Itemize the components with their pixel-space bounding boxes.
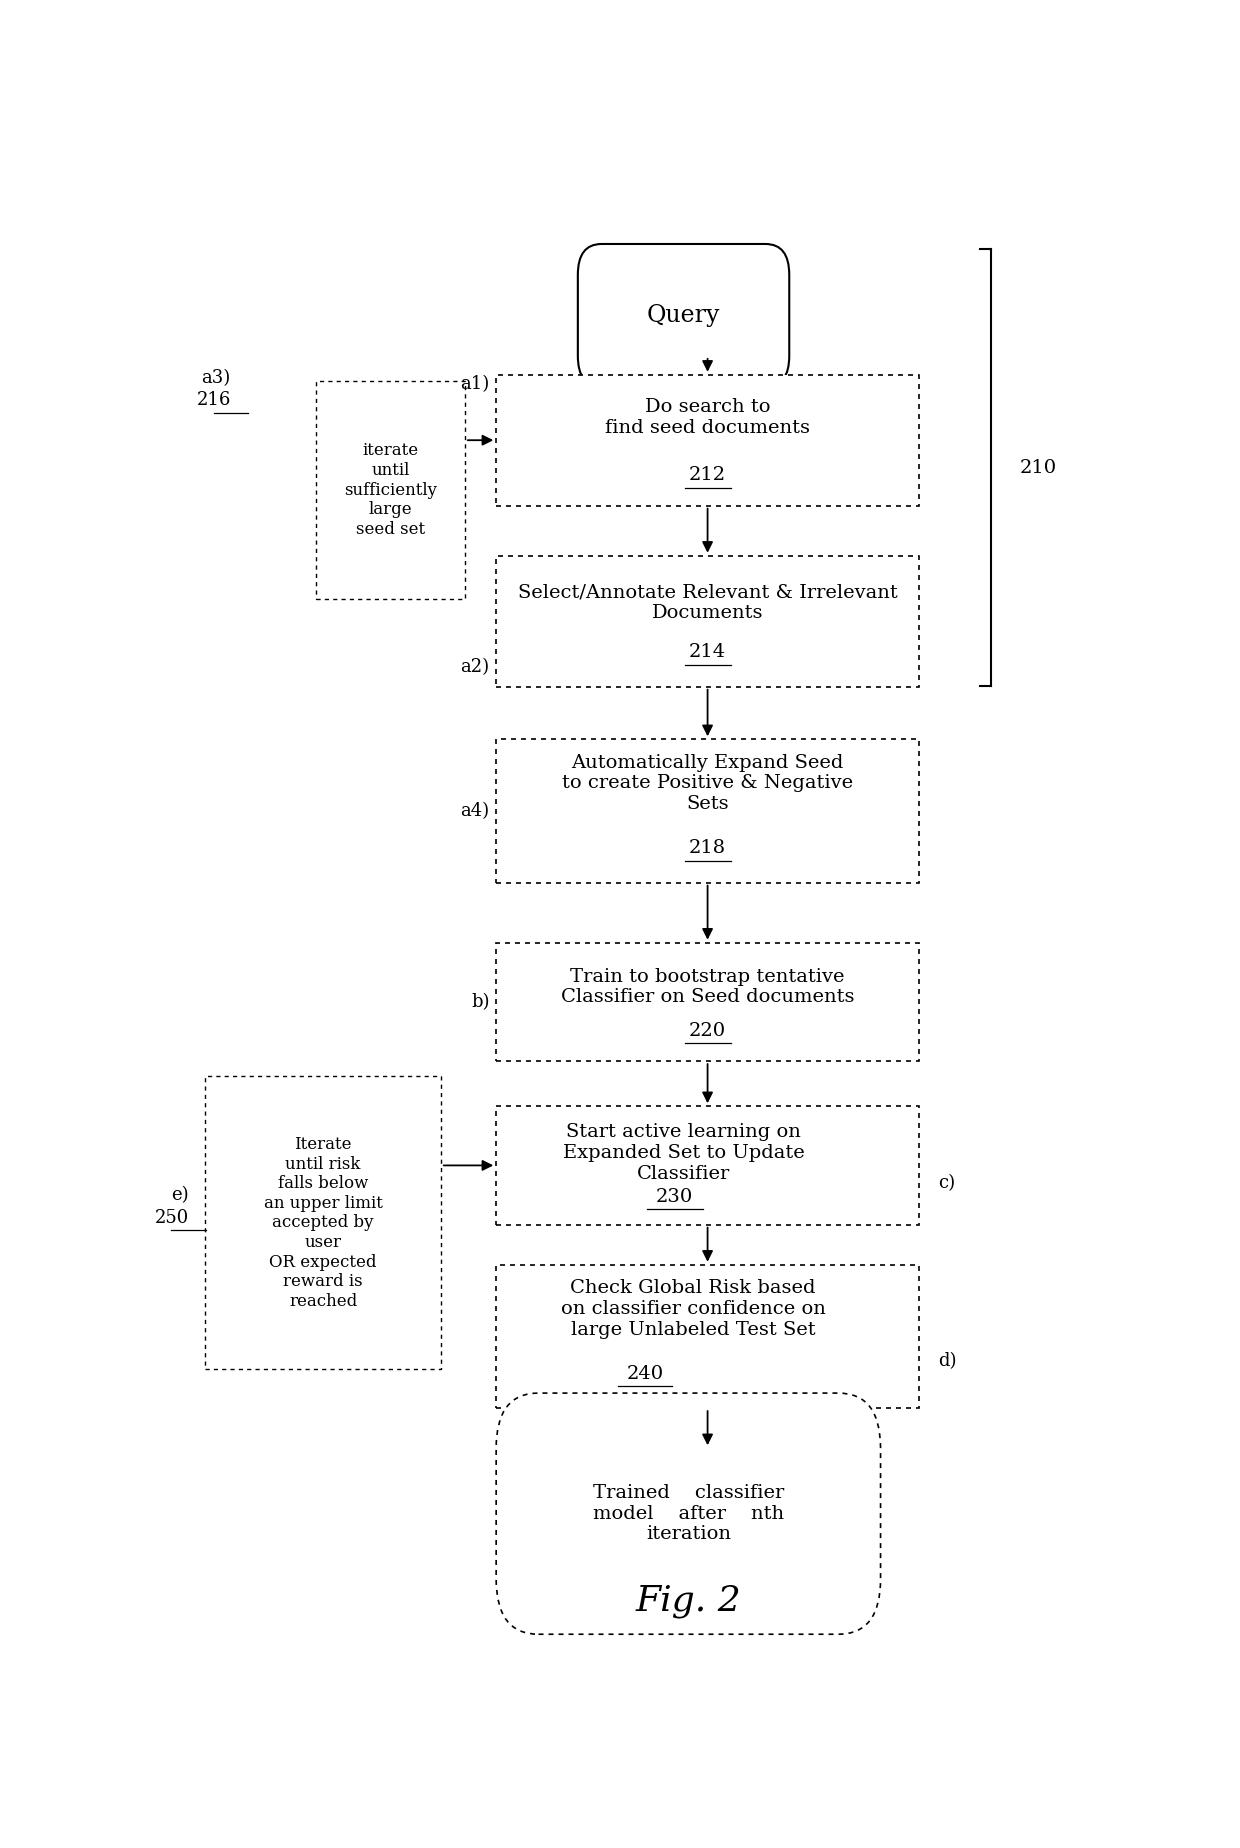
FancyBboxPatch shape	[578, 244, 789, 386]
Text: 230: 230	[655, 1188, 693, 1205]
Text: Automatically Expand Seed
to create Positive & Negative
Sets: Automatically Expand Seed to create Posi…	[562, 754, 853, 813]
Bar	[496, 1264, 919, 1408]
Text: 250: 250	[155, 1209, 188, 1227]
Bar	[206, 1076, 441, 1369]
Bar	[496, 1107, 919, 1225]
Text: a3): a3)	[201, 370, 229, 386]
Text: e): e)	[171, 1186, 188, 1205]
FancyBboxPatch shape	[496, 1393, 880, 1634]
Text: d): d)	[939, 1353, 957, 1371]
Bar	[496, 375, 919, 506]
Text: Check Global Risk based
on classifier confidence on
large Unlabeled Test Set: Check Global Risk based on classifier co…	[560, 1279, 826, 1338]
Bar	[316, 381, 465, 599]
Text: 214: 214	[689, 643, 727, 662]
Text: Train to bootstrap tentative
Classifier on Seed documents: Train to bootstrap tentative Classifier …	[560, 968, 854, 1007]
Text: 240: 240	[626, 1366, 663, 1382]
Text: 216: 216	[197, 392, 231, 408]
Text: iterate
until
sufficiently
large
seed set: iterate until sufficiently large seed se…	[343, 442, 436, 538]
Text: 212: 212	[689, 466, 727, 484]
Text: 218: 218	[689, 839, 727, 857]
Text: Fig. 2: Fig. 2	[635, 1584, 742, 1619]
Text: Start active learning on
Expanded Set to Update
Classifier: Start active learning on Expanded Set to…	[563, 1124, 805, 1183]
Bar	[496, 739, 919, 883]
Text: Query: Query	[647, 303, 720, 327]
Text: c): c)	[939, 1173, 955, 1192]
Text: 220: 220	[689, 1022, 727, 1040]
Text: Trained    classifier
model    after    nth
iteration: Trained classifier model after nth itera…	[593, 1484, 784, 1543]
Text: 210: 210	[1019, 458, 1056, 477]
Text: a2): a2)	[460, 658, 490, 676]
Text: Do search to
find seed documents: Do search to find seed documents	[605, 399, 810, 438]
Text: Iterate
until risk
falls below
an upper limit
accepted by
user
OR expected
rewar: Iterate until risk falls below an upper …	[264, 1137, 383, 1310]
Text: a4): a4)	[460, 802, 490, 821]
Text: a1): a1)	[460, 375, 490, 394]
Text: Select/Annotate Relevant & Irrelevant
Documents: Select/Annotate Relevant & Irrelevant Do…	[517, 584, 898, 623]
Bar	[496, 942, 919, 1061]
Text: b): b)	[471, 992, 490, 1011]
Bar	[496, 556, 919, 687]
